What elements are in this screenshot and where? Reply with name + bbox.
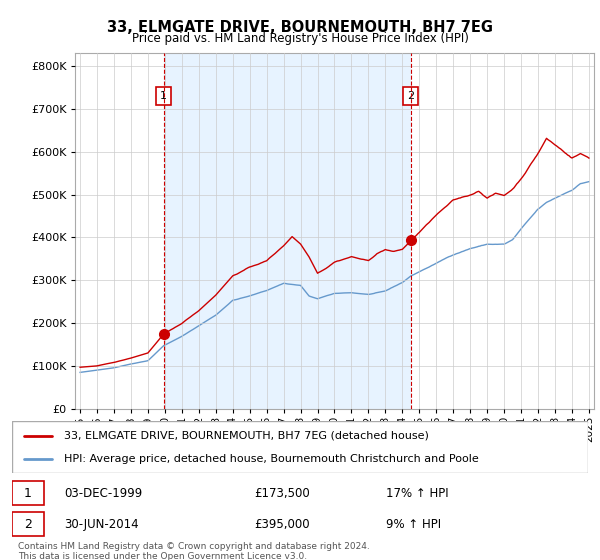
Text: 33, ELMGATE DRIVE, BOURNEMOUTH, BH7 7EG (detached house): 33, ELMGATE DRIVE, BOURNEMOUTH, BH7 7EG … <box>64 431 429 441</box>
Text: 2: 2 <box>407 91 415 101</box>
Bar <box>164 53 411 409</box>
Text: HPI: Average price, detached house, Bournemouth Christchurch and Poole: HPI: Average price, detached house, Bour… <box>64 454 479 464</box>
Text: Price paid vs. HM Land Registry's House Price Index (HPI): Price paid vs. HM Land Registry's House … <box>131 32 469 45</box>
Text: £395,000: £395,000 <box>254 517 310 531</box>
Text: Contains HM Land Registry data © Crown copyright and database right 2024.
This d: Contains HM Land Registry data © Crown c… <box>18 542 370 560</box>
Text: £173,500: £173,500 <box>254 487 310 500</box>
Text: 30-JUN-2014: 30-JUN-2014 <box>64 517 139 531</box>
FancyBboxPatch shape <box>12 512 44 536</box>
Text: 1: 1 <box>24 487 32 500</box>
Text: 9% ↑ HPI: 9% ↑ HPI <box>386 517 442 531</box>
FancyBboxPatch shape <box>12 481 44 506</box>
Text: 03-DEC-1999: 03-DEC-1999 <box>64 487 142 500</box>
Text: 2: 2 <box>24 517 32 531</box>
FancyBboxPatch shape <box>12 421 588 473</box>
Text: 33, ELMGATE DRIVE, BOURNEMOUTH, BH7 7EG: 33, ELMGATE DRIVE, BOURNEMOUTH, BH7 7EG <box>107 20 493 35</box>
Text: 1: 1 <box>160 91 167 101</box>
Text: 17% ↑ HPI: 17% ↑ HPI <box>386 487 449 500</box>
